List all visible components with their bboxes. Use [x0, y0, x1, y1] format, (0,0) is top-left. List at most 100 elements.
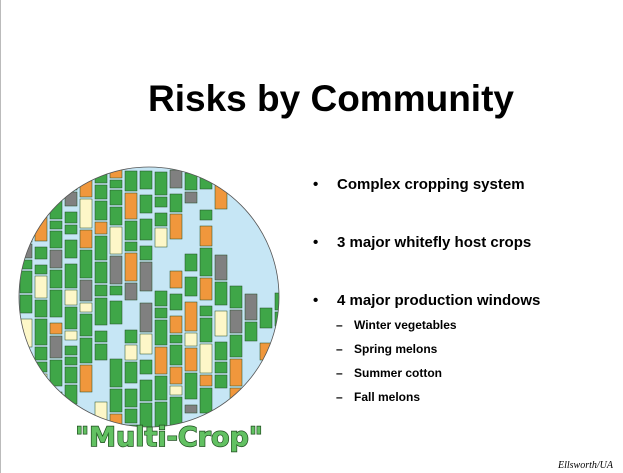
bullet-text: Complex cropping system	[337, 176, 525, 193]
parcel	[244, 293, 258, 321]
parcel	[79, 279, 93, 302]
parcel	[184, 404, 198, 414]
parcel	[124, 170, 138, 192]
parcel	[169, 315, 183, 334]
bullet-text: 3 major whitefly host crops	[337, 234, 532, 251]
crop-map	[19, 167, 279, 427]
parcel	[184, 253, 198, 272]
parcel	[244, 321, 258, 342]
parcel	[19, 259, 33, 270]
parcel	[169, 344, 183, 366]
parcel	[259, 342, 273, 361]
parcel	[169, 193, 183, 213]
parcel	[274, 292, 279, 311]
parcel	[139, 194, 153, 214]
parcel	[229, 387, 243, 416]
parcel	[154, 319, 168, 346]
parcel	[64, 169, 78, 180]
parcel	[19, 406, 33, 425]
parcel	[259, 386, 273, 402]
parcel	[124, 344, 138, 361]
parcel	[109, 179, 123, 189]
parcel	[109, 226, 123, 255]
parcel	[214, 182, 228, 210]
parcel	[49, 359, 63, 387]
parcel	[139, 218, 153, 241]
parcel	[139, 379, 153, 402]
parcel	[199, 305, 213, 317]
parcel	[154, 401, 168, 427]
parcel	[199, 387, 213, 414]
parcel	[274, 410, 279, 420]
parcel	[169, 169, 183, 189]
bullet-text: 4 major production windows	[337, 292, 541, 309]
parcel	[94, 284, 108, 297]
parcel	[274, 358, 279, 377]
parcel	[154, 227, 168, 248]
parcel	[34, 186, 48, 201]
parcel	[139, 261, 153, 292]
parcel	[49, 194, 63, 220]
parcel	[109, 189, 123, 206]
parcel	[19, 371, 33, 390]
parcel	[79, 229, 93, 249]
parcel	[109, 388, 123, 413]
parcel	[64, 366, 78, 384]
parcel	[34, 401, 48, 427]
parcel	[169, 293, 183, 311]
parcel	[154, 212, 168, 227]
parcel	[49, 170, 63, 180]
parcel	[229, 309, 243, 334]
parcel	[154, 375, 168, 401]
parcel	[139, 333, 153, 355]
parcel	[124, 220, 138, 241]
parcel	[94, 343, 108, 361]
parcel	[199, 277, 213, 301]
parcel	[34, 299, 48, 318]
parcel	[94, 330, 108, 343]
parcel	[214, 310, 228, 337]
parcel	[79, 198, 93, 229]
parcel	[64, 263, 78, 289]
parcel	[34, 361, 48, 373]
parcel	[109, 255, 123, 285]
parcel	[229, 285, 243, 309]
parcel	[49, 180, 63, 194]
parcel	[64, 330, 78, 341]
parcel	[109, 358, 123, 388]
parcel	[139, 402, 153, 427]
parcel	[19, 390, 33, 406]
parcel	[34, 318, 48, 346]
parcel	[64, 211, 78, 224]
parcel	[94, 235, 108, 261]
sub-bullet-text: Winter vegetables	[354, 318, 457, 332]
parcel	[49, 220, 63, 230]
parcel	[214, 374, 228, 389]
parcel	[109, 167, 123, 179]
parcel	[49, 322, 63, 335]
parcel	[19, 169, 33, 191]
parcel	[79, 337, 93, 364]
parcel	[49, 249, 63, 269]
parcel	[94, 297, 108, 326]
parcel	[64, 289, 78, 306]
sub-bullet-text: Fall melons	[354, 390, 421, 404]
parcel	[64, 224, 78, 235]
parcel	[139, 170, 153, 190]
parcel	[139, 245, 153, 261]
parcel	[109, 285, 123, 296]
parcel	[199, 343, 213, 374]
parcel	[199, 374, 213, 387]
parcel	[169, 385, 183, 396]
parcel	[184, 191, 198, 204]
parcel	[124, 408, 138, 424]
parcel	[79, 302, 93, 313]
parcel	[19, 425, 33, 427]
parcel	[124, 282, 138, 301]
parcel	[79, 364, 93, 393]
parcel	[169, 270, 183, 289]
parcel	[34, 346, 48, 361]
parcel	[169, 366, 183, 385]
